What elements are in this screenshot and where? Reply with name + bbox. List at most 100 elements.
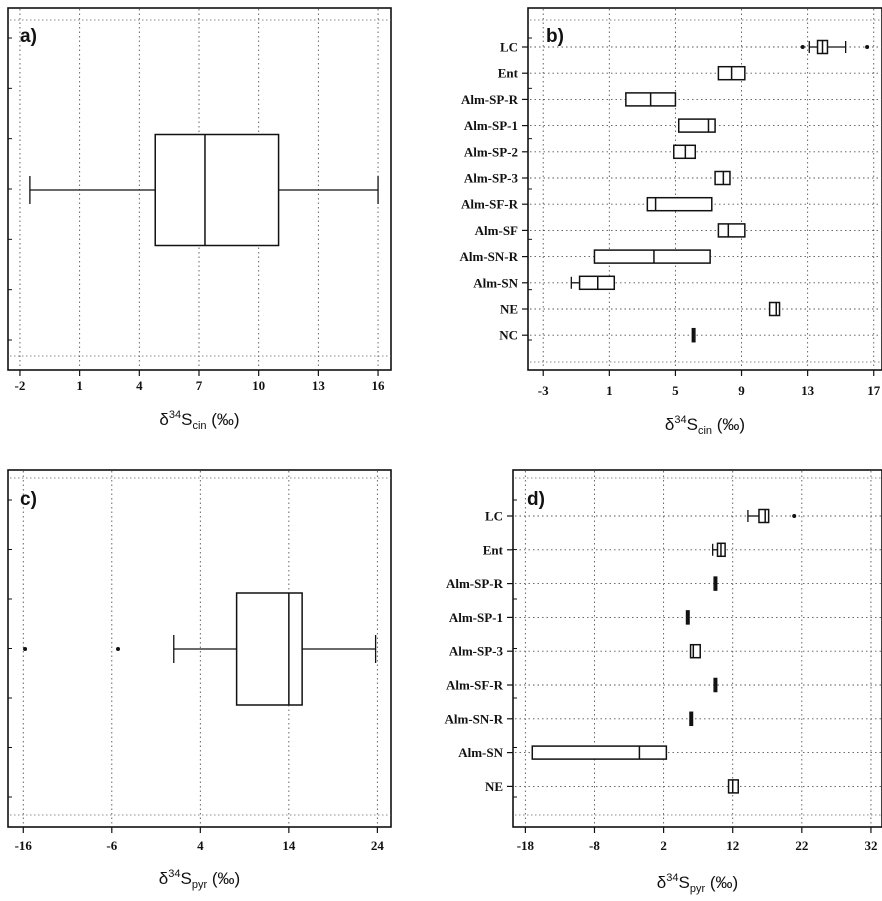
box xyxy=(646,196,713,212)
category-label: Alm-SP-2 xyxy=(464,144,518,159)
box-plot-alm-sp-3 xyxy=(714,170,731,186)
x-axis-label-sup: 34 xyxy=(169,409,181,421)
x-tick-label: -16 xyxy=(15,838,33,853)
x-axis-label-sub: cin xyxy=(698,425,712,437)
x-tick-label: 32 xyxy=(864,838,877,853)
category-label: Alm-SP-1 xyxy=(449,610,503,625)
x-axis-label-unit: (‰) xyxy=(705,873,738,892)
outlier-point xyxy=(800,45,805,49)
box-plot-alm-sp-r xyxy=(713,576,718,591)
x-tick-label: -3 xyxy=(538,383,549,398)
chart-panel-c: -16 -6 4 14 24 c) δ34Spyr (‰) xyxy=(7,469,392,891)
box xyxy=(593,249,711,264)
category-label: Alm-SP-3 xyxy=(464,171,519,186)
category-label: Alm-SF-R xyxy=(446,678,504,693)
x-axis-label-sub: pyr xyxy=(690,883,706,895)
x-axis-label-unit: (‰) xyxy=(712,415,745,434)
chart-panel-a: -2 1 4 7 10 13 16 a) δ34Scin (‰) xyxy=(7,7,392,432)
x-tick-label: 2 xyxy=(660,838,667,853)
x-tick-label: 9 xyxy=(738,383,745,398)
panel-label: b) xyxy=(546,26,564,47)
category-label: Ent xyxy=(498,66,519,81)
x-axis-label-base: δ xyxy=(159,410,168,429)
box-plot-nc xyxy=(691,327,696,343)
box-plot-alm-sf-r xyxy=(646,196,713,212)
panel-label: a) xyxy=(20,26,37,47)
box xyxy=(717,223,746,238)
box-plot-alm-sn-r xyxy=(593,249,711,264)
x-axis-label-main: S xyxy=(679,873,690,892)
x-tick-label: 17 xyxy=(867,383,881,398)
x-tick-label: 10 xyxy=(252,378,265,393)
box xyxy=(673,144,697,160)
chart-panel-d: -18 -8 2 12 22 32 LC Ent Alm-SP-R Alm-SP-1 Alm-SP-… xyxy=(445,469,882,895)
x-axis-label-base: δ xyxy=(159,869,168,888)
category-label: LC xyxy=(500,40,518,55)
box xyxy=(689,643,701,659)
x-tick-label: 16 xyxy=(372,378,386,393)
category-label: Alm-SP-1 xyxy=(464,118,518,133)
box xyxy=(235,592,303,706)
x-tick-label: 5 xyxy=(672,383,679,398)
x-tick-label: 13 xyxy=(312,378,326,393)
box xyxy=(758,508,770,524)
x-axis-label-sub: pyr xyxy=(192,879,208,891)
box-plot-alm-sf xyxy=(717,223,746,238)
x-tick-label: -2 xyxy=(15,378,26,393)
box-plot-alm-sn-r xyxy=(689,711,694,727)
x-tick-label: 12 xyxy=(726,838,739,853)
category-label: Alm-SF-R xyxy=(461,197,519,212)
panel-label: d) xyxy=(527,489,545,510)
x-axis-label: δ34Spyr (‰) xyxy=(159,868,240,891)
box-plot-alm-sp-1 xyxy=(677,118,716,133)
box-plot-alm-sp-r xyxy=(625,92,677,107)
chart-panel-b: -3 1 5 9 13 17 LC Ent Alm-SP-R Alm-SP-1 Alm-SP-2 Al… xyxy=(460,7,882,437)
category-label: Alm-SN-R xyxy=(460,249,519,264)
category-label: LC xyxy=(485,509,503,524)
x-axis-label-main: S xyxy=(687,415,698,434)
x-tick-label: -8 xyxy=(589,838,600,853)
category-label: Alm-SN xyxy=(458,745,503,760)
x-tick-label: 1 xyxy=(606,383,613,398)
box-plot-all xyxy=(23,592,377,706)
x-axis-label: δ34Scin (‰) xyxy=(159,409,239,432)
x-tick-label: 13 xyxy=(801,383,815,398)
box-plot-lc xyxy=(800,39,870,55)
box-plot-ne xyxy=(727,779,739,794)
category-label: NC xyxy=(499,328,518,343)
x-tick-label: 4 xyxy=(197,838,204,853)
category-label: Alm-SN xyxy=(473,275,518,290)
x-axis-label-main: S xyxy=(181,410,192,429)
category-label: NE xyxy=(485,779,503,794)
box xyxy=(714,170,731,186)
x-tick-label: 22 xyxy=(795,838,808,853)
x-axis-label-main: S xyxy=(181,869,192,888)
box-plot-ne xyxy=(768,301,781,317)
outlier-point xyxy=(792,514,797,518)
category-label: Alm-SF xyxy=(475,223,518,238)
x-axis-label-base: δ xyxy=(665,415,674,434)
x-tick-label: 4 xyxy=(136,378,143,393)
x-tick-label: 14 xyxy=(282,838,296,853)
x-tick-label: -18 xyxy=(517,838,535,853)
x-tick-label: -6 xyxy=(106,838,117,853)
x-axis-label-sub: cin xyxy=(192,420,206,432)
box xyxy=(768,301,781,317)
x-axis-label-sup: 34 xyxy=(674,414,686,426)
category-label: Alm-SP-R xyxy=(461,92,519,107)
x-axis-label: δ34Spyr (‰) xyxy=(657,872,738,895)
category-label: NE xyxy=(500,302,518,317)
box-plot-ent xyxy=(717,65,746,81)
box xyxy=(578,275,616,291)
x-axis-label-unit: (‰) xyxy=(207,869,240,888)
outlier-point xyxy=(116,647,120,651)
panel-label: c) xyxy=(20,489,37,510)
x-tick-label: 7 xyxy=(196,378,203,393)
box-plot-alm-sp-3 xyxy=(689,643,701,659)
box-plot-alm-sp-1 xyxy=(685,610,690,625)
box xyxy=(154,133,280,247)
x-tick-label: 24 xyxy=(371,838,385,853)
box-plot-alm-sf-r xyxy=(713,677,718,693)
x-tick-label: 1 xyxy=(76,378,83,393)
